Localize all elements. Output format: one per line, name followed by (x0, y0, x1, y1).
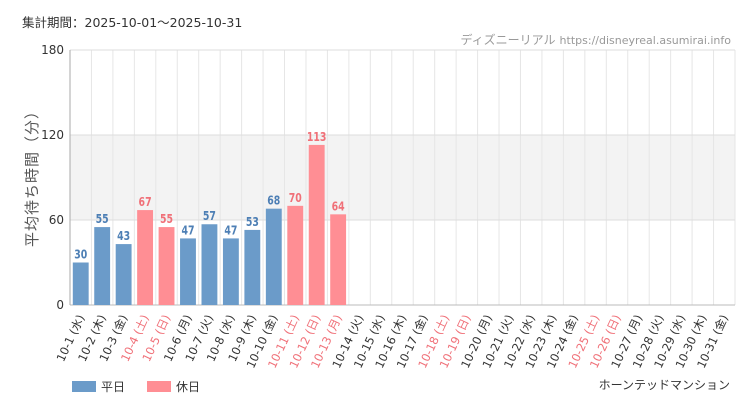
bar-6[interactable] (180, 238, 196, 305)
y-tick-label: 180 (41, 43, 64, 57)
bar-9[interactable] (244, 229, 261, 305)
bar-value-label: 47 (181, 223, 194, 237)
bar-5[interactable] (158, 227, 175, 305)
bar-value-label: 70 (289, 191, 302, 205)
legend-swatch-weekday (72, 381, 96, 392)
bar-value-label: 43 (117, 229, 130, 243)
legend-swatch-holiday (147, 381, 172, 392)
source-url[interactable]: https://disneyreal.asumirai.info (559, 34, 731, 47)
y-tick-label: 60 (49, 213, 64, 227)
y-tick-label: 0 (56, 298, 64, 312)
bar-10[interactable] (265, 208, 282, 305)
attraction-name: ホーンテッドマンション (598, 378, 730, 392)
bar-7[interactable] (201, 224, 218, 305)
bar-value-label: 64 (332, 199, 345, 213)
source-credit: ディズニーリアル https://disneyreal.asumirai.info (461, 31, 732, 48)
bar-value-label: 53 (246, 215, 259, 229)
bar-value-label: 30 (74, 247, 87, 261)
period-label: 集計期間：2025-10-01～2025-10-31 (22, 15, 243, 30)
bar-11[interactable] (287, 205, 304, 305)
legend: 平日 休日 (72, 378, 222, 395)
source-name: ディズニーリアル (460, 33, 556, 47)
bar-value-label: 68 (267, 194, 280, 208)
y-tick-label: 120 (41, 128, 64, 142)
bar-value-label: 67 (139, 195, 152, 209)
bar-value-label: 55 (96, 212, 109, 226)
legend-item-holiday[interactable]: 休日 (147, 378, 200, 395)
bar-3[interactable] (115, 244, 132, 305)
bar-12[interactable] (308, 144, 325, 305)
legend-item-weekday[interactable]: 平日 (72, 378, 125, 395)
y-axis-title: 平均待ち時間（分） (23, 103, 41, 247)
shaded-band (70, 135, 735, 220)
bar-8[interactable] (222, 238, 239, 305)
bar-value-label: 47 (224, 223, 237, 237)
bar-value-label: 113 (307, 130, 327, 144)
legend-label-weekday: 平日 (101, 380, 126, 394)
bar-4[interactable] (137, 210, 154, 305)
bar-value-label: 57 (203, 209, 216, 223)
bar-13[interactable] (330, 214, 347, 305)
bar-1[interactable] (72, 262, 89, 306)
bar-2[interactable] (94, 227, 111, 305)
legend-label-holiday: 休日 (176, 380, 201, 394)
bar-value-label: 55 (160, 212, 173, 226)
